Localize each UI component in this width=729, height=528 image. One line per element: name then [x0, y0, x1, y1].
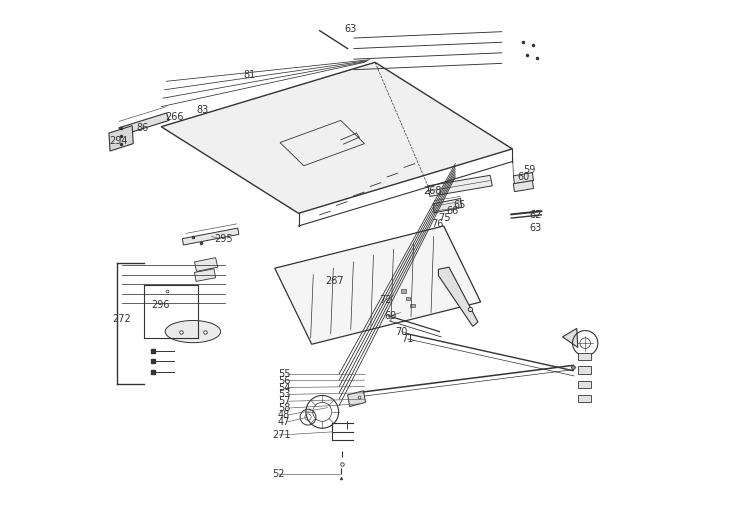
Text: 266: 266	[165, 112, 184, 122]
Text: 268: 268	[424, 186, 442, 196]
Text: 58: 58	[278, 403, 290, 413]
Bar	[578, 366, 591, 374]
Bar	[578, 353, 591, 360]
Polygon shape	[182, 228, 239, 245]
Text: 72: 72	[379, 295, 391, 305]
Bar	[402, 289, 405, 293]
Text: 69: 69	[385, 311, 397, 320]
Text: 70: 70	[395, 327, 408, 336]
Text: 294: 294	[109, 136, 128, 146]
Text: 52: 52	[273, 469, 285, 479]
Bar	[410, 304, 415, 307]
Text: 65: 65	[453, 200, 466, 210]
Text: 75: 75	[438, 213, 451, 222]
Polygon shape	[109, 126, 133, 151]
Polygon shape	[195, 269, 216, 281]
Bar	[578, 395, 591, 402]
Polygon shape	[275, 226, 480, 344]
Polygon shape	[513, 173, 534, 184]
Polygon shape	[348, 391, 365, 407]
Text: 76: 76	[432, 219, 444, 229]
Polygon shape	[563, 328, 578, 347]
Text: 56: 56	[278, 376, 290, 385]
Text: 295: 295	[214, 234, 233, 243]
Text: 71: 71	[402, 334, 414, 344]
Text: 63: 63	[344, 24, 356, 34]
Polygon shape	[433, 199, 461, 213]
Polygon shape	[119, 113, 169, 135]
Text: 83: 83	[197, 105, 208, 115]
Polygon shape	[438, 267, 478, 326]
Text: 86: 86	[136, 123, 149, 133]
Text: 55: 55	[278, 369, 290, 379]
Polygon shape	[161, 62, 512, 213]
Text: 296: 296	[152, 300, 170, 310]
Polygon shape	[513, 181, 534, 192]
Polygon shape	[195, 258, 218, 271]
Bar	[405, 297, 410, 300]
Bar	[578, 381, 591, 388]
Text: 47: 47	[278, 417, 290, 427]
Text: 267: 267	[325, 276, 344, 286]
Text: 62: 62	[529, 211, 542, 220]
Text: 48: 48	[278, 410, 290, 420]
Text: 60: 60	[518, 172, 530, 182]
Text: 66: 66	[446, 206, 459, 216]
Text: 57: 57	[278, 397, 290, 406]
Text: 63: 63	[529, 223, 542, 233]
Ellipse shape	[165, 320, 221, 343]
Text: 53: 53	[278, 390, 290, 399]
Text: 59: 59	[523, 165, 535, 175]
Text: 81: 81	[243, 70, 255, 80]
Text: 272: 272	[112, 315, 131, 324]
Polygon shape	[428, 175, 492, 196]
Text: 271: 271	[273, 430, 292, 440]
Text: 54: 54	[278, 383, 290, 392]
